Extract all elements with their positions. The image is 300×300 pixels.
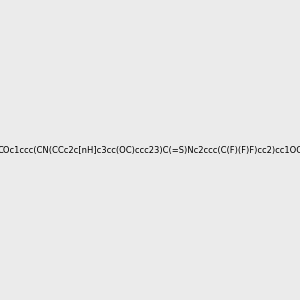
Text: COc1ccc(CN(CCc2c[nH]c3cc(OC)ccc23)C(=S)Nc2ccc(C(F)(F)F)cc2)cc1OC: COc1ccc(CN(CCc2c[nH]c3cc(OC)ccc23)C(=S)N… <box>0 146 300 154</box>
